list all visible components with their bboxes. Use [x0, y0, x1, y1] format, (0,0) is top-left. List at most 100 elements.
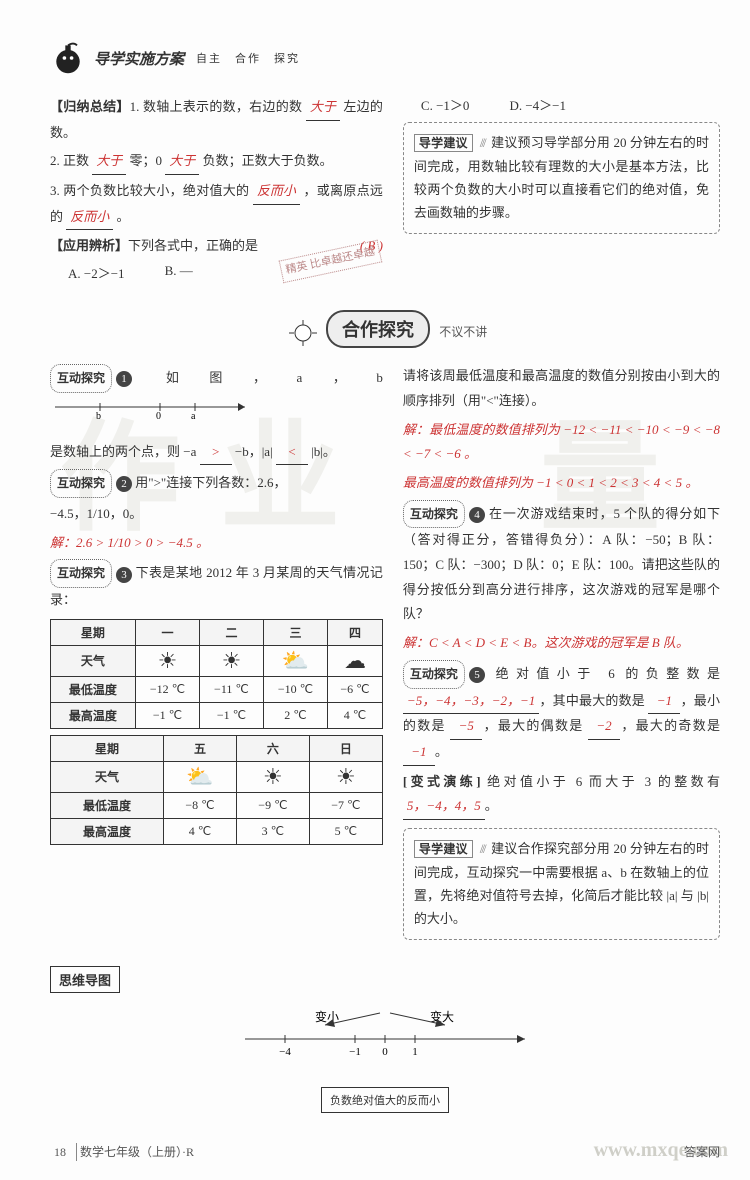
- sol-label: 解：: [403, 422, 429, 437]
- circle-5: 5: [469, 667, 485, 683]
- th: 天气: [51, 645, 136, 676]
- explore-tag: 互动探究: [50, 364, 112, 393]
- variant-label: [变式演练]: [403, 774, 481, 789]
- blank-answer: −2: [588, 714, 620, 740]
- td: 4 ℃: [163, 818, 236, 844]
- site-name: 答案网: [684, 1145, 720, 1159]
- text: ，其中最大的数是: [539, 693, 645, 708]
- td: 2 ℃: [263, 702, 327, 728]
- text: −b，|a|: [235, 444, 273, 459]
- weather-icon-cell: ☀: [236, 761, 309, 792]
- svg-text:1: 1: [412, 1046, 418, 1058]
- td: −11 ℃: [200, 676, 264, 702]
- header-title: 导学实施方案: [94, 48, 184, 69]
- text: 3. 两个负数比较大小，绝对值大的: [50, 183, 249, 198]
- svg-text:变大: 变大: [430, 1009, 454, 1024]
- td: −12 ℃: [135, 676, 199, 702]
- sol-text: C < A < D < E < B。这次游戏的冠军是 B 队。: [429, 635, 689, 650]
- explore-tag: 互动探究: [403, 660, 465, 689]
- weather-icon-cell: ☀: [200, 645, 264, 676]
- text: 是数轴上的两个点，则 −a: [50, 444, 196, 459]
- hatch-icon: ///: [480, 837, 485, 860]
- text: 下列各式中，正确的是: [128, 238, 258, 253]
- svg-text:0: 0: [156, 411, 161, 419]
- td: −10 ℃: [263, 676, 327, 702]
- circle-3: 3: [116, 567, 132, 583]
- sol-text: 最高温度的数值排列为 −1 < 0 < 1 < 2 < 3 < 4 < 5 。: [403, 471, 720, 496]
- text: 如图，a，b: [166, 370, 383, 385]
- weather-icon-cell: ☀: [135, 645, 199, 676]
- blank-answer: 大于: [165, 149, 199, 175]
- td: −7 ℃: [309, 792, 382, 818]
- th: 最低温度: [51, 676, 136, 702]
- hatch-icon: ///: [480, 131, 485, 154]
- text: 请将该周最低温度和最高温度的数值分别按由小到大的顺序排列（用"<"连接）。: [403, 364, 720, 413]
- option-c: C. −1＞0: [421, 95, 470, 114]
- th: 天气: [51, 761, 164, 792]
- blank-answer: >: [200, 440, 232, 466]
- svg-text:−1: −1: [349, 1046, 361, 1058]
- th: 二: [200, 619, 264, 645]
- suggestion-box: 导学建议/// 建议合作探究部分用 20 分钟左右的时间完成，互动探究一中需要根…: [403, 828, 720, 940]
- suggest-label: 导学建议: [414, 840, 473, 858]
- td: −1 ℃: [135, 702, 199, 728]
- th: 星期: [51, 735, 164, 761]
- weather-icon-cell: ☁: [328, 645, 383, 676]
- suggest-label: 导学建议: [414, 134, 473, 152]
- th: 最低温度: [51, 792, 164, 818]
- svg-text:a: a: [191, 411, 196, 419]
- th: 日: [309, 735, 382, 761]
- answer-choice: ( B ): [360, 234, 383, 259]
- weather-table-1: 星期 一 二 三 四 天气 ☀ ☀ ⛅ ☁ 最低温度 −12 ℃ −11 ℃: [50, 619, 383, 729]
- td: 4 ℃: [328, 702, 383, 728]
- lower-right-column: 请将该周最低温度和最高温度的数值分别按由小到大的顺序排列（用"<"连接）。 解：…: [403, 360, 720, 948]
- th: 最高温度: [51, 702, 136, 728]
- th: 五: [163, 735, 236, 761]
- svg-text:变小: 变小: [315, 1009, 339, 1024]
- option-a: A. −2＞−1: [68, 263, 125, 282]
- lower-left-column: 互动探究1 如图，a，b b 0 a 是数轴上的两个点，则 −a > −b，|a…: [50, 360, 383, 948]
- td: −6 ℃: [328, 676, 383, 702]
- sun-icon: [283, 318, 323, 348]
- th: 最高温度: [51, 818, 164, 844]
- weather-icon-cell: ⛅: [163, 761, 236, 792]
- circle-4: 4: [469, 507, 485, 523]
- blank-answer: 反而小: [66, 205, 113, 231]
- text: 负数；正数大于负数。: [203, 153, 333, 168]
- text: 1. 数轴上表示的数，右边的数: [130, 99, 303, 114]
- weather-icon-cell: ⛅: [263, 645, 327, 676]
- sol-label: 解：: [50, 535, 76, 550]
- text: ，最大的奇数是: [620, 718, 720, 733]
- bomb-icon: [50, 40, 86, 76]
- blank-answer: 大于: [92, 149, 126, 175]
- blank-answer: −5，−4，−3，−2，−1: [403, 689, 539, 715]
- mindmap-label: 思维导图: [50, 966, 120, 993]
- section-banner: 合作探究 不议不讲: [50, 310, 720, 348]
- blank-answer: −1: [403, 740, 435, 766]
- banner-subtitle: 不议不讲: [439, 325, 487, 339]
- option-b: B. —: [165, 263, 193, 282]
- svg-text:b: b: [96, 411, 101, 419]
- weather-icon-cell: ☀: [309, 761, 382, 792]
- text: ，最大的偶数是: [482, 718, 583, 733]
- number-line-icon: b 0 a: [50, 395, 250, 419]
- explore-tag: 互动探究: [50, 559, 112, 588]
- book-name: 数学七年级（上册）·R: [80, 1145, 194, 1159]
- weather-table-2: 星期 五 六 日 天气 ⛅ ☀ ☀ 最低温度 −8 ℃ −9 ℃ −7 ℃: [50, 735, 383, 845]
- sol-text: 2.6 > 1/10 > 0 > −4.5 。: [76, 535, 209, 550]
- guina-label: 【归纳总结】: [50, 99, 130, 114]
- text: −4.5，1/10，0。: [50, 502, 383, 527]
- text: 用">"连接下列各数：2.6，: [135, 475, 286, 490]
- td: 3 ℃: [236, 818, 309, 844]
- upper-right-column: C. −1＞0 D. −4＞−1 导学建议/// 建议预习导学部分用 20 分钟…: [403, 91, 720, 290]
- svg-text:0: 0: [382, 1046, 388, 1058]
- circle-2: 2: [116, 476, 132, 492]
- text: |b|。: [311, 444, 336, 459]
- page-footer: 18 数学七年级（上册）·R 答案网: [50, 1143, 720, 1160]
- sol-text: 最低温度的数值排列为 −12 < −11 < −10 < −9 < −8 < −…: [403, 422, 720, 462]
- text: 。: [117, 209, 130, 224]
- text: 。: [435, 744, 448, 759]
- text: 2. 正数: [50, 153, 89, 168]
- blank-answer: 反而小: [253, 179, 300, 205]
- text: 零；0: [130, 153, 163, 168]
